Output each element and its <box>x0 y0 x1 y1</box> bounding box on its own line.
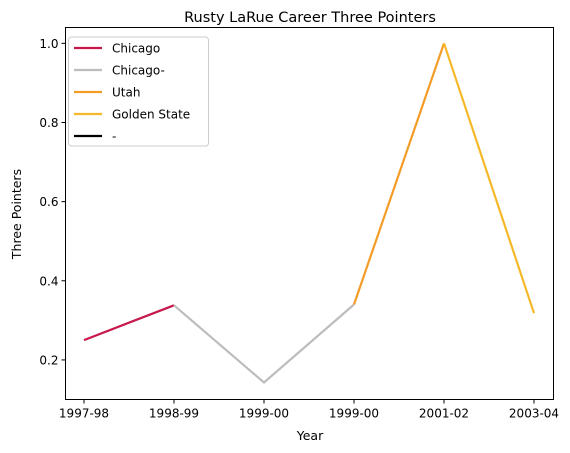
chart-title: Rusty LaRue Career Three Pointers <box>184 10 436 26</box>
x-tick-label: 2003-04 <box>509 407 559 421</box>
legend-box <box>68 36 209 147</box>
x-tick-label: 1997-98 <box>59 407 109 421</box>
legend-label: Chicago- <box>112 64 165 78</box>
legend-label: Utah <box>112 86 140 100</box>
x-tick-label: 1999-00 <box>239 407 289 421</box>
plot-frame <box>65 27 554 400</box>
legend-label: Chicago <box>112 42 160 56</box>
y-tick-label: 0.2 <box>39 353 58 367</box>
x-axis: 1997-98 1998-99 1999-00 1999-00 2001-02 2003-… <box>59 399 559 421</box>
legend: Chicago Chicago- Utah Golden State - <box>68 36 209 147</box>
y-tick-label: 0.6 <box>39 195 58 209</box>
legend-label: - <box>112 130 116 144</box>
series-line-1 <box>173 303 355 384</box>
y-axis: 0.2 0.4 0.6 0.8 1.0 <box>39 37 66 367</box>
plot-lines <box>83 42 536 384</box>
series-line-0 <box>83 304 175 342</box>
y-axis-label: Three Pointers <box>9 169 24 260</box>
series-line-3 <box>442 42 536 314</box>
legend-label: Golden State <box>112 108 190 122</box>
x-tick-label: 1998-99 <box>149 407 199 421</box>
series-line-2 <box>352 42 446 305</box>
y-tick-label: 0.8 <box>39 116 58 130</box>
y-tick-label: 0.4 <box>39 274 58 288</box>
x-tick-label: 2001-02 <box>419 407 469 421</box>
y-tick-label: 1.0 <box>39 37 58 51</box>
x-axis-label: Year <box>296 428 324 443</box>
x-tick-label: 1999-00 <box>329 407 379 421</box>
